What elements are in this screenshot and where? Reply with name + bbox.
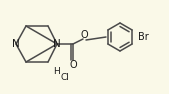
Text: O: O: [80, 30, 88, 40]
Text: Br: Br: [138, 32, 148, 42]
Text: O: O: [69, 60, 77, 70]
Text: Cl: Cl: [61, 72, 69, 81]
Text: N: N: [53, 39, 61, 49]
Text: H: H: [54, 67, 60, 77]
Text: N: N: [12, 39, 20, 49]
